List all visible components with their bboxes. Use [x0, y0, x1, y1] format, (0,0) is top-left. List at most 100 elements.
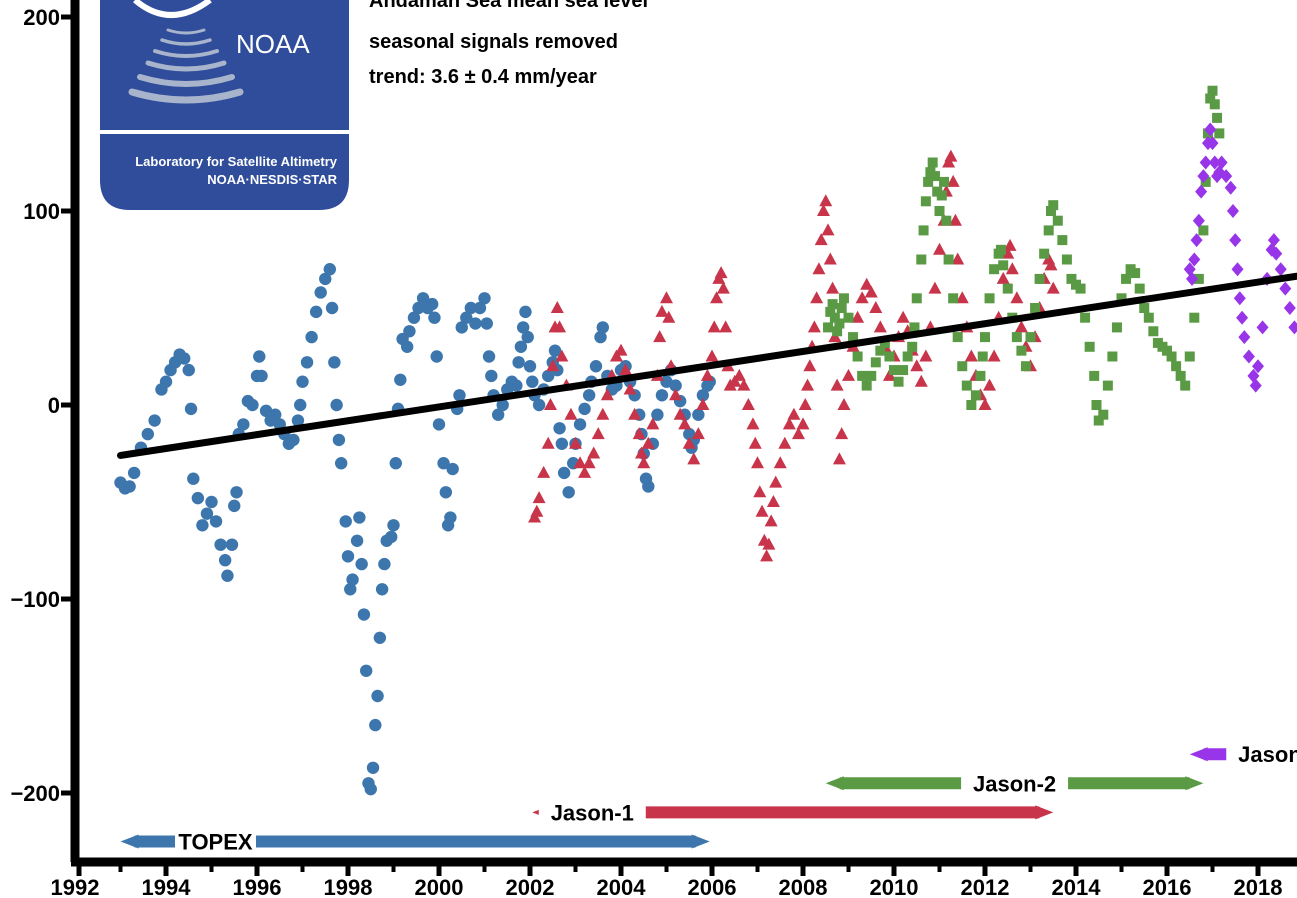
data-point: [851, 310, 865, 323]
data-point: [669, 379, 682, 392]
data-point: [782, 417, 796, 430]
data-point: [328, 356, 341, 369]
data-point: [287, 433, 300, 447]
data-point: [1175, 370, 1186, 381]
data-point: [1121, 273, 1132, 284]
data-point: [762, 537, 776, 550]
data-point: [482, 350, 496, 363]
data-point: [933, 242, 946, 255]
data-point: [1206, 136, 1219, 151]
data-point: [632, 427, 646, 440]
mission-label: Jason-2: [973, 771, 1056, 796]
data-point: [430, 350, 443, 363]
data-point: [578, 402, 591, 416]
data-point: [1089, 370, 1100, 381]
data-point: [911, 293, 922, 304]
data-point: [983, 378, 997, 391]
data-point: [896, 310, 910, 323]
data-point: [678, 417, 692, 430]
data-point: [869, 301, 883, 313]
data-point: [387, 519, 400, 532]
y-tick-label: 100: [23, 199, 60, 224]
y-tick-label: 0: [48, 393, 60, 418]
x-tick-label: 2008: [779, 875, 828, 898]
data-point: [1025, 332, 1036, 343]
data-point: [1274, 262, 1287, 277]
data-point: [1212, 112, 1223, 123]
data-point: [460, 311, 473, 324]
data-point: [357, 608, 371, 621]
data-point: [400, 340, 414, 353]
data-point: [848, 332, 859, 343]
data-point: [614, 343, 628, 356]
data-point: [589, 360, 603, 373]
data-point: [1224, 180, 1237, 195]
mission-arrow-left: [825, 776, 844, 791]
data-point: [696, 398, 710, 410]
data-point: [246, 398, 259, 412]
data-point: [314, 286, 327, 299]
data-point: [964, 349, 978, 362]
data-point: [516, 321, 530, 334]
data-point: [360, 664, 373, 677]
data-point: [341, 550, 355, 563]
data-point: [541, 436, 555, 449]
x-tick-label: 1998: [324, 875, 373, 898]
data-point: [1171, 361, 1182, 372]
data-point: [691, 427, 705, 440]
data-point: [469, 317, 482, 330]
x-tick-label: 2014: [1052, 875, 1102, 898]
data-point: [269, 408, 282, 421]
data-point: [1195, 184, 1208, 199]
title-line-1: Andaman Sea mean sea level: [369, 0, 648, 12]
data-point: [218, 554, 232, 567]
data-point: [523, 360, 537, 373]
data-point: [1197, 169, 1210, 184]
data-point: [952, 332, 963, 343]
data-point: [446, 462, 459, 476]
data-point: [875, 345, 886, 356]
data-point: [975, 370, 986, 381]
data-point: [1061, 254, 1072, 265]
data-point: [916, 254, 927, 265]
data-point: [364, 782, 377, 796]
data-point: [437, 457, 450, 470]
mission-arrow-left: [120, 834, 139, 849]
data-point: [934, 206, 945, 216]
data-point: [485, 369, 498, 383]
data-point: [634, 446, 648, 459]
data-point: [1001, 246, 1015, 259]
data-point: [980, 332, 990, 343]
data-point: [907, 341, 918, 352]
data-point: [682, 436, 696, 449]
data-point: [1186, 271, 1199, 286]
data-point: [955, 291, 969, 304]
series-topex: [114, 263, 716, 796]
data-point: [773, 456, 787, 469]
data-point: [807, 320, 821, 333]
data-point: [148, 414, 161, 427]
data-point: [562, 486, 575, 499]
data-point: [857, 370, 868, 381]
data-point: [191, 491, 205, 505]
mission-jason-3: Jason-3: [1189, 740, 1297, 769]
data-point: [491, 408, 505, 421]
data-point: [855, 291, 869, 304]
data-point: [864, 285, 878, 298]
data-point: [225, 538, 239, 551]
data-point: [719, 320, 733, 333]
data-point: [1016, 345, 1027, 356]
data-point: [673, 407, 687, 420]
data-point: [1039, 248, 1050, 259]
data-point: [455, 321, 468, 334]
mission-arrow-left: [1189, 747, 1208, 762]
data-point: [530, 504, 544, 517]
data-point: [705, 349, 719, 362]
data-point: [948, 293, 959, 304]
data-point: [323, 263, 336, 276]
data-point: [182, 363, 195, 377]
x-tick-label: 2006: [688, 875, 737, 898]
data-point: [296, 375, 309, 388]
data-point: [814, 233, 828, 246]
data-point: [1080, 312, 1091, 323]
